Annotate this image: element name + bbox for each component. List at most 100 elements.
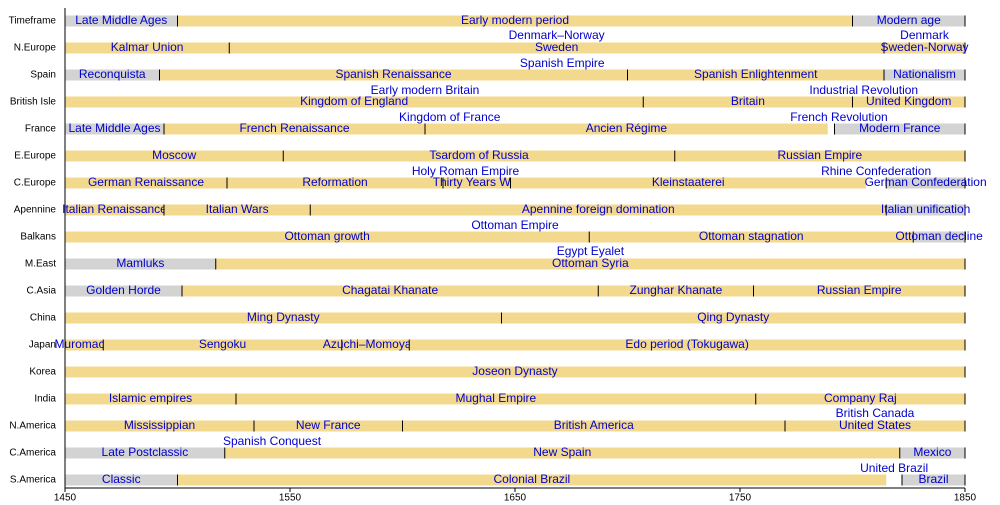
period-label: British America <box>554 418 634 432</box>
x-tick-label: 1550 <box>279 493 302 504</box>
period-label: Ancien Régime <box>586 121 668 135</box>
period-label: French Renaissance <box>239 121 349 135</box>
period-label: Ottoman Syria <box>552 256 629 270</box>
period-label: Islamic empires <box>109 391 192 405</box>
period-label: Spanish Enlightenment <box>694 67 818 81</box>
period-label: Britain <box>731 94 765 108</box>
period-bar <box>65 312 502 324</box>
period-label: Sengoku <box>199 337 246 351</box>
period-label: Company Raj <box>824 391 897 405</box>
span-label: Ottoman Empire <box>471 218 559 232</box>
period-label: Nationalism <box>893 67 956 81</box>
period-label: New France <box>296 418 361 432</box>
period-label: Thirty Years War <box>433 175 521 189</box>
period-label: New Spain <box>533 445 591 459</box>
period-label: Edo period (Tokugawa) <box>625 337 748 351</box>
period-bar <box>402 420 785 432</box>
x-tick-label: 1750 <box>729 493 752 504</box>
span-label: Rhine Confederation <box>821 164 931 178</box>
period-label: German Confederation <box>865 175 987 189</box>
period-label: German Renaissance <box>88 175 204 189</box>
period-bar <box>785 420 965 432</box>
period-bar <box>65 231 590 243</box>
period-bar <box>182 285 599 297</box>
period-bar <box>65 15 178 27</box>
period-label: Late Postclassic <box>102 445 189 459</box>
period-bar <box>65 204 164 216</box>
period-bar <box>65 123 164 135</box>
row-name: M.East <box>25 259 56 270</box>
period-label: United States <box>839 418 911 432</box>
period-bar <box>884 42 965 54</box>
period-label: Tsardom of Russia <box>429 148 529 162</box>
period-bar <box>65 474 178 486</box>
period-bar <box>164 123 425 135</box>
row-name: S.America <box>10 475 57 486</box>
period-bar <box>65 96 644 108</box>
period-label: Denmark <box>900 28 950 42</box>
period-bar <box>65 420 254 432</box>
period-bar <box>177 15 853 27</box>
row-name: C.Asia <box>27 286 57 297</box>
period-bar <box>65 393 236 405</box>
period-label: Classic <box>102 472 141 486</box>
row-name: Timeframe <box>9 16 57 27</box>
period-label: Ottoman growth <box>284 229 369 243</box>
period-label: Reformation <box>302 175 367 189</box>
span-label: Spanish Conquest <box>223 434 322 448</box>
period-label: Russian Empire <box>817 283 902 297</box>
period-bar <box>510 177 866 189</box>
period-bar <box>65 42 230 54</box>
period-bar <box>501 312 965 324</box>
span-label: Industrial Revolution <box>809 83 918 97</box>
period-label: Italian Renaissance <box>62 202 167 216</box>
row-name: C.America <box>9 448 56 459</box>
period-label: Late Middle Ages <box>68 121 160 135</box>
period-bar <box>341 339 410 351</box>
period-label: Zunghar Khanate <box>630 283 723 297</box>
period-label: Denmark–Norway <box>509 28 605 42</box>
period-bar <box>443 177 511 189</box>
span-label: Early modern Britain <box>371 83 480 97</box>
period-label: Mamluks <box>116 256 164 270</box>
period-bar <box>409 339 965 351</box>
x-tick-label: 1850 <box>954 493 977 504</box>
period-bar <box>177 474 887 486</box>
row-name: N.Europe <box>14 43 57 54</box>
period-label: Kalmar Union <box>111 40 184 54</box>
row-name: Spain <box>30 70 56 81</box>
period-bar <box>215 258 965 270</box>
period-label: United Kingdom <box>866 94 951 108</box>
row-name: Korea <box>29 367 56 378</box>
period-bar <box>103 339 342 351</box>
period-bar <box>598 285 754 297</box>
period-bar <box>65 339 104 351</box>
period-label: Italian Wars <box>206 202 269 216</box>
period-bar <box>227 177 443 189</box>
period-bar <box>310 204 887 216</box>
period-bar <box>65 69 160 81</box>
period-bar <box>753 285 965 297</box>
period-bar <box>65 285 182 297</box>
period-bar <box>65 447 225 459</box>
period-bar <box>229 42 884 54</box>
row-name: N.America <box>9 421 56 432</box>
period-bar <box>886 177 965 189</box>
period-label: Kleinstaaterei <box>652 175 725 189</box>
period-label: Ming Dynasty <box>247 310 320 324</box>
period-label: Azuchi–Momoyama <box>323 337 429 351</box>
period-bar <box>852 96 965 108</box>
period-label: Sweden <box>535 40 578 54</box>
period-label: Apennine foreign domination <box>522 202 675 216</box>
period-label: Modern age <box>877 13 941 27</box>
x-tick-label: 1450 <box>54 493 77 504</box>
row-name: C.Europe <box>14 178 57 189</box>
period-label: Joseon Dynasty <box>472 364 557 378</box>
period-label: Chagatai Khanate <box>342 283 438 297</box>
period-bar <box>674 150 965 162</box>
period-bar <box>834 123 965 135</box>
span-label: Holy Roman Empire <box>412 164 520 178</box>
period-label: Egypt Eyalet <box>557 244 625 258</box>
